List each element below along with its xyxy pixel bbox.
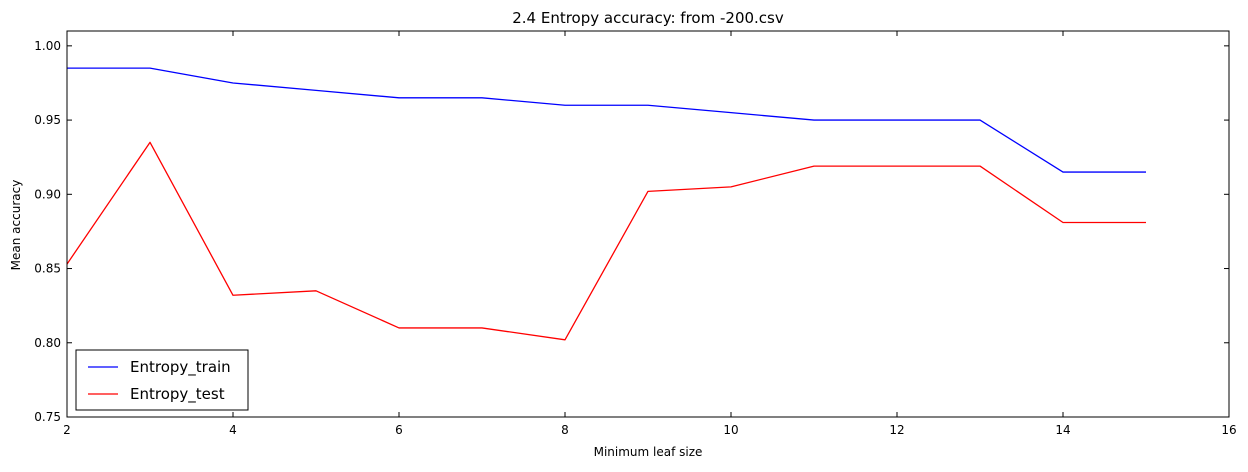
y-axis-label: Mean accuracy	[9, 180, 23, 271]
legend-label: Entropy_train	[130, 358, 231, 377]
y-tick-label: 0.95	[34, 113, 61, 127]
x-tick-label: 8	[561, 423, 569, 437]
legend: Entropy_train Entropy_test	[75, 349, 249, 411]
x-axis-label: Minimum leaf size	[594, 445, 703, 459]
y-tick-label: 1.00	[34, 39, 61, 53]
x-tick-label: 6	[395, 423, 403, 437]
legend-box	[75, 349, 249, 411]
x-tick-label: 16	[1221, 423, 1236, 437]
axis-ticks: 2 4 6 8 10 12 14 16 0.75 0.80 0.85 0.90 0.95 1.00	[34, 31, 1237, 437]
y-tick-label: 0.85	[34, 262, 61, 276]
chart-title: 2.4 Entropy accuracy: from -200.csv	[512, 9, 784, 27]
series-line-entropy-train	[67, 67, 1146, 173]
legend-label: Entropy_test	[130, 385, 225, 404]
x-tick-label: 2	[63, 423, 71, 437]
x-tick-label: 10	[723, 423, 738, 437]
axes-frame	[66, 30, 1230, 418]
y-tick-label: 0.90	[34, 187, 61, 201]
y-tick-label: 0.80	[34, 336, 61, 350]
x-tick-label: 14	[1055, 423, 1070, 437]
series-line-entropy-test	[66, 141, 1146, 341]
x-tick-label: 4	[229, 423, 237, 437]
y-tick-label: 0.75	[34, 410, 61, 424]
x-tick-label: 12	[889, 423, 904, 437]
series-lines	[66, 67, 1146, 341]
